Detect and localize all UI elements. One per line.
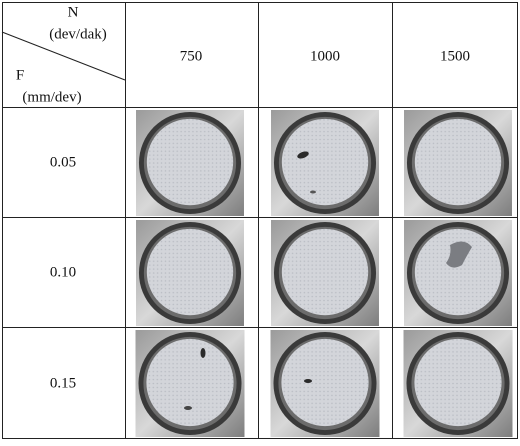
defect	[201, 348, 206, 358]
sample-photo	[404, 220, 512, 326]
sample-photo	[136, 220, 244, 326]
row-header: 0.10	[50, 264, 76, 280]
sample-photo	[136, 330, 245, 437]
column-header: 1000	[310, 48, 340, 64]
row-header: 0.15	[50, 375, 76, 391]
defect	[184, 406, 192, 410]
page: {"table": { "corner": {"n_label": "N", "…	[0, 0, 520, 441]
sample-photo	[136, 110, 244, 216]
sample-photo	[271, 330, 380, 437]
column-header: 750	[180, 48, 203, 64]
sample-photo	[404, 110, 512, 216]
n-label: N	[68, 4, 79, 20]
column-header: 1500	[440, 48, 470, 64]
sample-photo	[271, 220, 379, 326]
n-unit: (dev/dak)	[49, 26, 106, 42]
f-unit: (mm/dev)	[22, 89, 81, 105]
defect	[304, 379, 312, 383]
sample-photo	[271, 110, 379, 216]
sample-photo	[404, 330, 513, 437]
results-table: N (dev/dak) F (mm/dev) 750 1000 1500 0.0…	[0, 0, 520, 441]
f-label: F	[16, 67, 24, 83]
row-header: 0.05	[50, 154, 76, 170]
defect	[310, 191, 316, 194]
